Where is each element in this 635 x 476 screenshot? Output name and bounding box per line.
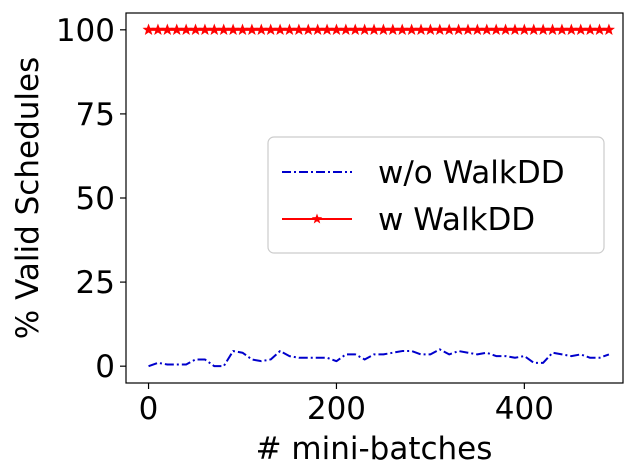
series-point-w-walkdd <box>311 23 324 35</box>
series-point-w-walkdd <box>189 23 202 35</box>
y-tick-label: 0 <box>95 349 115 385</box>
series-point-w-walkdd <box>198 23 211 35</box>
series-point-w-walkdd <box>490 23 503 35</box>
series-point-w-walkdd <box>151 23 164 35</box>
series-point-w-walkdd <box>330 23 343 35</box>
legend-label-wo-walkdd: w/o WalkDD <box>378 155 565 191</box>
series-point-w-walkdd <box>527 23 540 35</box>
series-point-w-walkdd <box>518 23 531 35</box>
series-point-w-walkdd <box>283 23 296 35</box>
series-point-w-walkdd <box>161 23 174 35</box>
legend-marker-w-walkdd <box>311 213 323 224</box>
series-point-w-walkdd <box>245 23 258 35</box>
y-axis-title: % Valid Schedules <box>10 57 46 339</box>
y-tick-label: 50 <box>76 181 115 217</box>
series-point-w-walkdd <box>339 23 352 35</box>
legend: w/o WalkDD w WalkDD <box>267 136 605 254</box>
series-point-w-walkdd <box>584 23 597 35</box>
series-point-w-walkdd <box>236 23 249 35</box>
series-point-w-walkdd <box>555 23 568 35</box>
y-tick-label: 75 <box>76 97 115 133</box>
series-point-w-walkdd <box>602 23 615 35</box>
series-point-w-walkdd <box>349 23 362 35</box>
x-tick-label: 0 <box>139 391 159 427</box>
legend-label-w-walkdd: w WalkDD <box>378 202 535 238</box>
series-point-w-walkdd <box>574 23 587 35</box>
series-point-w-walkdd <box>452 23 465 35</box>
series-point-w-walkdd <box>499 23 512 35</box>
series-point-w-walkdd <box>480 23 493 35</box>
series-point-w-walkdd <box>320 23 334 35</box>
series-point-w-walkdd <box>302 23 315 35</box>
series-point-w-walkdd <box>433 23 446 35</box>
series-point-w-walkdd <box>565 23 578 35</box>
x-tick-label: 200 <box>307 391 366 427</box>
series-point-w-walkdd <box>142 23 155 35</box>
series-point-w-walkdd <box>377 23 390 35</box>
series-point-w-walkdd <box>367 23 381 35</box>
legend-box <box>267 136 605 254</box>
series-line-w-o-walkdd <box>148 348 610 368</box>
series-point-w-walkdd <box>508 23 522 35</box>
series-point-w-walkdd <box>386 23 399 35</box>
y-tick-label: 25 <box>76 265 115 301</box>
x-axis-title: # mini-batches <box>256 431 493 467</box>
series-point-w-walkdd <box>405 23 418 35</box>
series-point-w-walkdd <box>170 23 183 35</box>
series-point-w-walkdd <box>217 23 230 35</box>
series-point-w-walkdd <box>208 23 221 35</box>
series-point-w-walkdd <box>358 23 371 35</box>
series-point-w-walkdd <box>274 23 287 35</box>
series-point-w-walkdd <box>255 23 268 35</box>
series-point-w-walkdd <box>461 23 475 35</box>
series-point-w-walkdd <box>292 23 305 35</box>
series-point-w-walkdd <box>180 23 193 35</box>
x-tick-label: 400 <box>495 391 554 427</box>
x-axis: 0 200 400 <box>139 383 554 427</box>
y-axis: 0 25 50 75 100 <box>56 13 126 385</box>
series-point-w-walkdd <box>264 23 277 35</box>
y-tick-label: 100 <box>56 13 115 49</box>
plot-area <box>142 23 615 368</box>
series-point-w-walkdd <box>396 23 409 35</box>
series-point-w-walkdd <box>424 23 437 35</box>
series-point-w-walkdd <box>471 23 484 35</box>
series-point-w-walkdd <box>546 23 559 35</box>
series-point-w-walkdd <box>227 23 240 35</box>
series-point-w-walkdd <box>414 23 428 35</box>
series-point-w-walkdd <box>443 23 456 35</box>
series-point-w-walkdd <box>537 23 550 35</box>
series-point-w-walkdd <box>593 23 606 35</box>
